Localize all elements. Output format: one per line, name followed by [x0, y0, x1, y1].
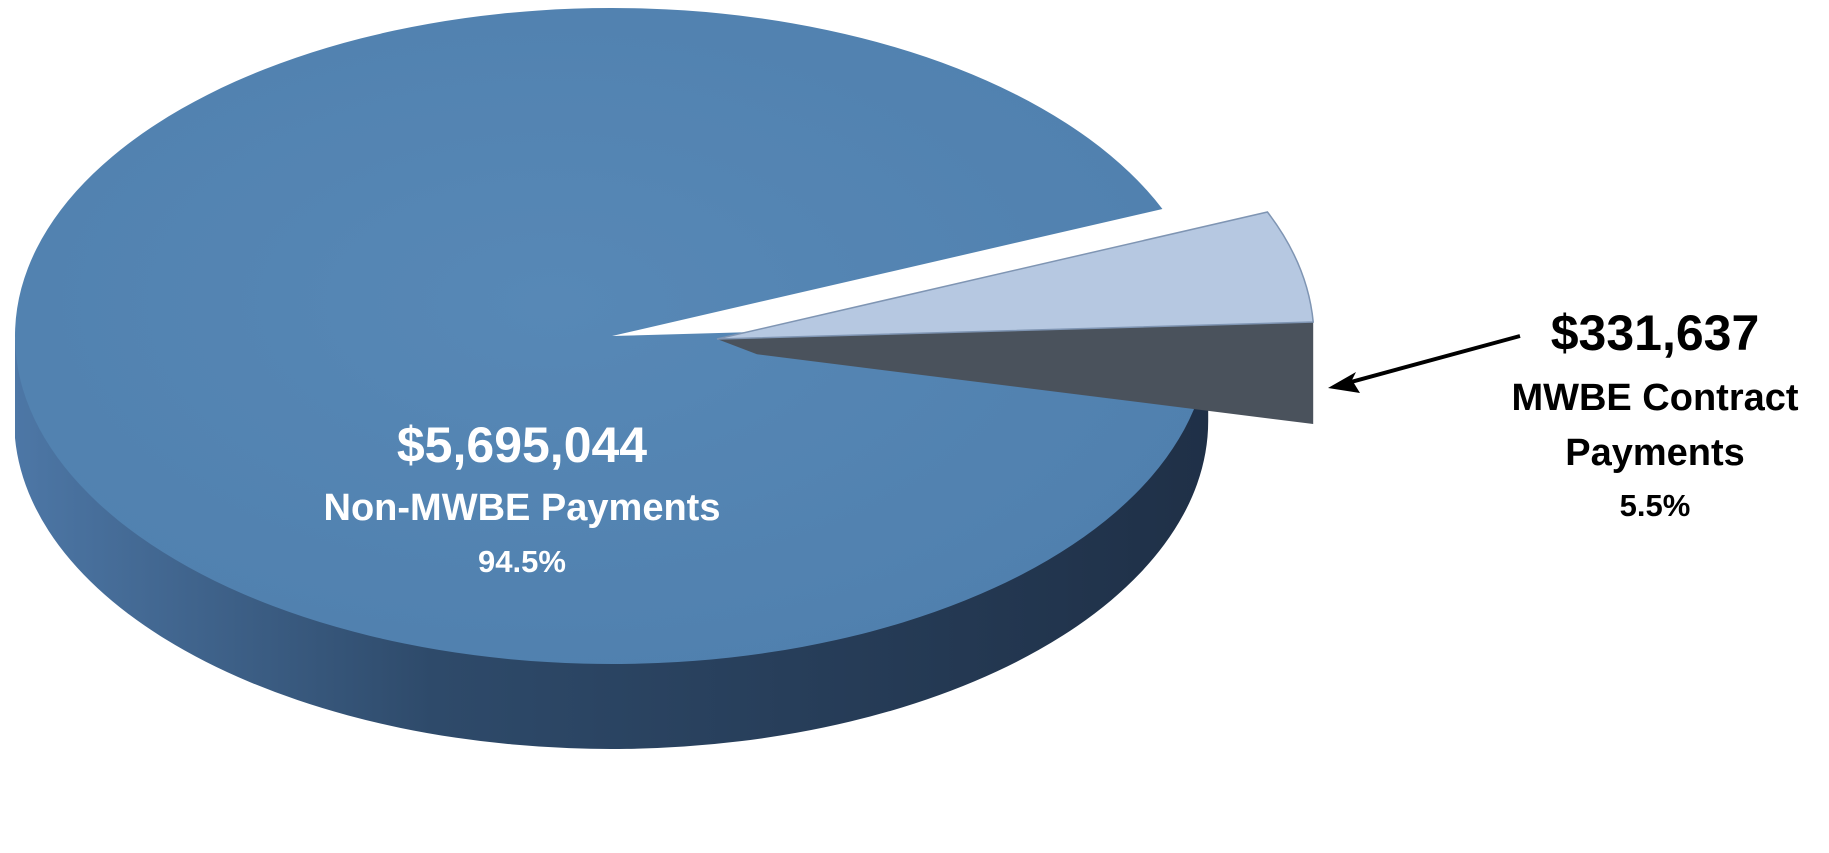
non-mwbe-name-label: Non-MWBE Payments: [324, 487, 721, 529]
mwbe-percent-label: 5.5%: [1620, 488, 1691, 523]
mwbe-name-label-line1: MWBE Contract: [1511, 377, 1798, 419]
slice-non-mwbe-top: [14, 7, 1209, 664]
slice-non-mwbe-side: [15, 318, 1209, 749]
slice-mwbe-side: [717, 321, 1314, 424]
non-mwbe-percent-label: 94.5%: [478, 544, 566, 579]
slice-mwbe-top: [716, 211, 1315, 340]
main-slice-group: [14, 7, 1209, 749]
callout-arrow: [1328, 334, 1521, 393]
exploded-slice-group: [716, 211, 1315, 424]
callout-arrow-line: [1339, 334, 1521, 387]
non-mwbe-amount-label: $5,695,044: [397, 417, 647, 473]
mwbe-name-label-line2: Payments: [1565, 432, 1745, 474]
callout-arrow-head: [1328, 372, 1360, 393]
mwbe-amount-label: $331,637: [1551, 305, 1760, 361]
